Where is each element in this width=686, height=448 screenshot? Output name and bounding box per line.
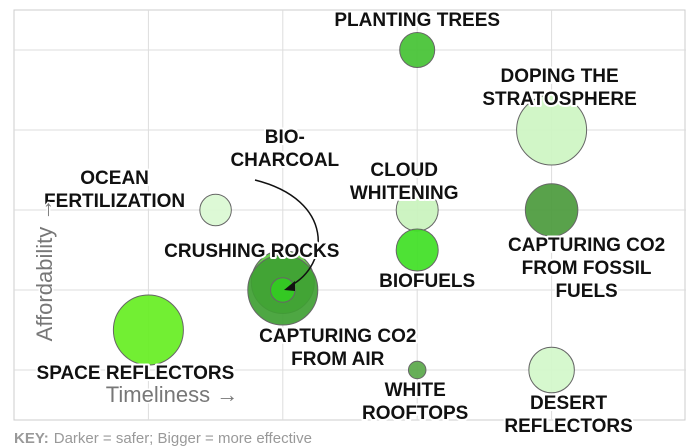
x-axis-label: Timeliness → — [106, 382, 238, 407]
bubble-label: BIOFUELS — [379, 271, 475, 292]
bubble-label: CRUSHING ROCKS — [164, 241, 339, 262]
bubble — [528, 346, 575, 394]
bubble-label: CLOUD — [370, 160, 438, 181]
bubble — [112, 294, 184, 366]
bubble-label: STRATOSPHERE — [482, 89, 637, 110]
bubble-label: FERTILIZATION — [44, 191, 185, 212]
bubble-label: FROM FOSSIL — [522, 258, 652, 279]
bubble-label: SPACE REFLECTORS — [37, 363, 235, 384]
bubble — [516, 94, 588, 166]
bubbles — [112, 32, 588, 394]
y-axis-label: Affordability → — [32, 199, 57, 342]
bubble-label: CHARCOAL — [230, 150, 339, 171]
bubble-label: BIO- — [265, 127, 305, 148]
bubble-label: WHITE — [385, 380, 446, 401]
bubble-label: FUELS — [555, 281, 617, 302]
bubble-label: DESERT — [530, 393, 607, 414]
bubble — [407, 360, 427, 380]
bubble-label: OCEAN — [80, 168, 149, 189]
bubble-label: CAPTURING CO2 — [259, 326, 416, 347]
bubble — [270, 277, 296, 303]
bubble-label: WHITENING — [350, 183, 459, 204]
bubble — [524, 183, 579, 237]
key: KEY: Darker = safer; Bigger = more effect… — [14, 430, 312, 447]
key-text: Darker = safer; Bigger = more effective — [54, 430, 312, 447]
bubble-label: DOPING THE — [500, 66, 618, 87]
bubble-label: REFLECTORS — [504, 416, 632, 437]
bubble — [399, 32, 436, 68]
bubble-label: FROM AIR — [291, 349, 385, 370]
key-label: KEY: — [14, 430, 49, 447]
bubble-label: ROOFTOPS — [362, 403, 468, 424]
bubble-label: PLANTING TREES — [334, 10, 500, 31]
bubble-label: CAPTURING CO2 — [508, 235, 665, 256]
pointer-arrow — [254, 179, 319, 287]
bubble — [395, 228, 439, 272]
bubble — [199, 193, 232, 227]
arrow-head — [284, 281, 295, 291]
